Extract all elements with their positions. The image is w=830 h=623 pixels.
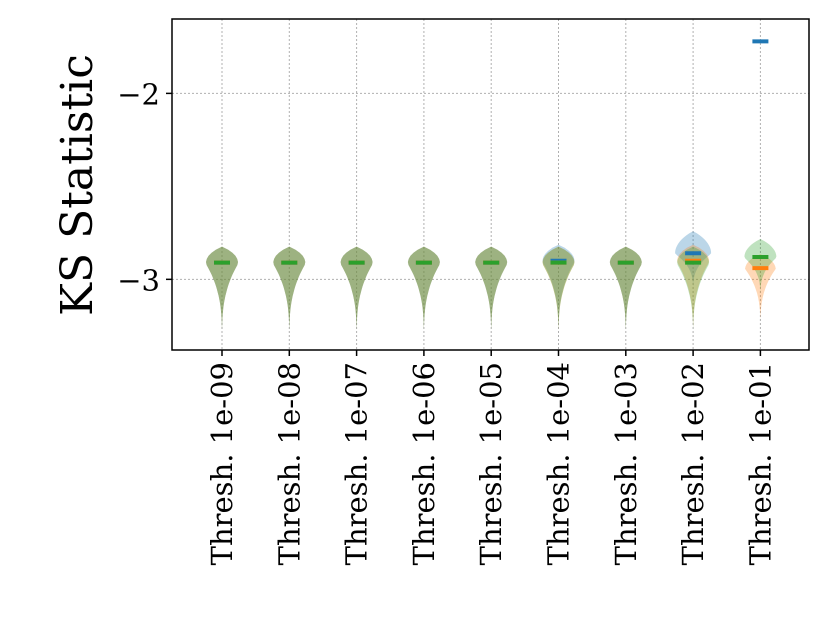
x-tick-label: Thresh. 1e-01 bbox=[743, 362, 777, 565]
median-markers bbox=[214, 39, 769, 271]
y-axis: −3 −2 bbox=[117, 77, 172, 297]
violin-body bbox=[744, 239, 777, 293]
violin-body bbox=[609, 246, 642, 333]
violin-body bbox=[475, 246, 508, 333]
x-tick-label: Thresh. 1e-08 bbox=[272, 362, 306, 565]
y-tick-label: −3 bbox=[117, 263, 160, 297]
violin-body bbox=[609, 246, 642, 333]
x-tick-label: Thresh. 1e-02 bbox=[676, 362, 710, 565]
violin-body bbox=[206, 246, 238, 333]
violin-body bbox=[542, 244, 575, 331]
violin-body bbox=[677, 246, 710, 333]
y-axis-label: KS Statistic bbox=[52, 54, 103, 316]
violin-body bbox=[206, 246, 238, 333]
y-tick-label: −2 bbox=[117, 77, 160, 111]
violin-body bbox=[340, 246, 373, 333]
violin-body bbox=[340, 246, 373, 333]
violin-body bbox=[542, 246, 575, 333]
x-tick-label: Thresh. 1e-04 bbox=[542, 362, 576, 565]
violin-body bbox=[407, 246, 440, 333]
x-tick-label: Thresh. 1e-07 bbox=[340, 362, 374, 565]
violin-body bbox=[677, 244, 710, 331]
violin-body bbox=[609, 246, 642, 333]
x-tick-label: Thresh. 1e-03 bbox=[609, 362, 643, 565]
violin-body bbox=[340, 246, 373, 333]
violin-body bbox=[475, 246, 508, 333]
violin-body bbox=[273, 246, 306, 333]
violin-body bbox=[745, 254, 776, 323]
violin-body bbox=[206, 246, 238, 333]
violin-body bbox=[475, 246, 508, 333]
violin-body bbox=[407, 246, 440, 333]
violin-body bbox=[273, 246, 306, 333]
x-axis: Thresh. 1e-09 Thresh. 1e-08 Thresh. 1e-07 T… bbox=[205, 350, 777, 565]
x-tick-label: Thresh. 1e-06 bbox=[407, 362, 441, 565]
plot-area bbox=[172, 19, 809, 350]
x-tick-label: Thresh. 1e-09 bbox=[205, 362, 239, 565]
violin-body bbox=[407, 246, 440, 333]
violin-body bbox=[273, 246, 306, 333]
x-tick-label: Thresh. 1e-05 bbox=[474, 362, 508, 565]
violin-body bbox=[542, 246, 575, 333]
violins bbox=[206, 39, 777, 333]
grid-lines bbox=[172, 19, 809, 350]
